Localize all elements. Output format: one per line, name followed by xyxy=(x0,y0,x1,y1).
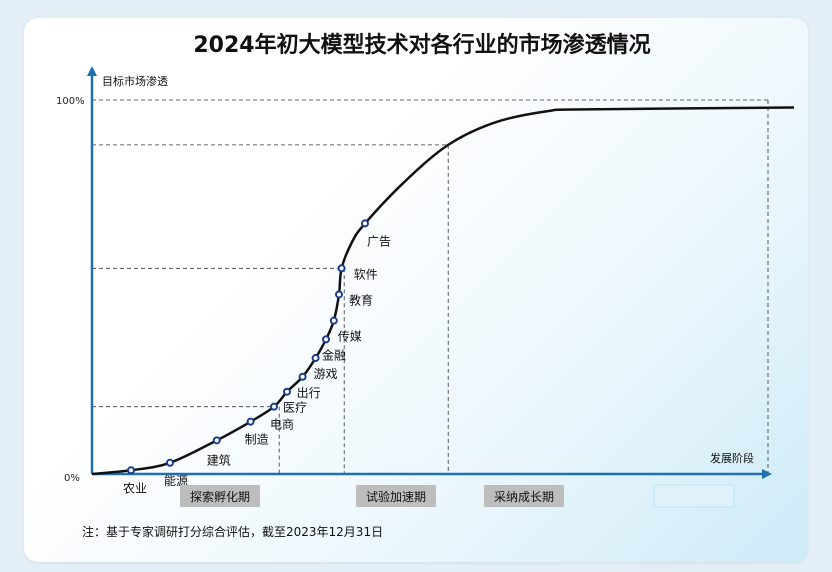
stage-box xyxy=(484,485,564,507)
point-label: 教育 xyxy=(349,292,373,307)
data-point xyxy=(283,387,291,396)
axes xyxy=(87,66,772,479)
chart-svg: 2024年初大模型技术对各行业的市场渗透情况 目标市场渗透 发展阶段 100% … xyxy=(56,32,795,539)
stage-labels: 探索孵化期 试验加速期 采纳成长期 xyxy=(180,484,735,508)
chart-card: 2024年初大模型技术对各行业的市场渗透情况 目标市场渗透 发展阶段 100% … xyxy=(24,18,808,562)
data-point xyxy=(329,316,338,325)
point-label: 建筑 xyxy=(207,452,231,467)
data-point xyxy=(212,436,221,445)
point-label: 出行 xyxy=(297,386,321,400)
data-point xyxy=(335,290,343,299)
point-label: 金融 xyxy=(322,347,346,362)
point-label: 农业 xyxy=(123,481,147,495)
stage-label: 试验加速期 xyxy=(366,489,426,504)
y-tick-100: 100% xyxy=(56,96,85,107)
data-point xyxy=(270,402,278,411)
x-axis-label: 发展阶段 xyxy=(710,451,754,465)
y-tick-0: 0% xyxy=(64,473,80,484)
y-axis-arrow xyxy=(87,66,97,76)
reference-lines xyxy=(92,99,769,474)
point-label: 制造 xyxy=(245,433,269,447)
point-label: 电商 xyxy=(270,417,294,432)
y-axis-label: 目标市场渗透 xyxy=(102,74,168,88)
data-point xyxy=(127,466,135,475)
data-point xyxy=(337,264,346,273)
stage-label: 探索孵化期 xyxy=(190,490,250,504)
point-label: 软件 xyxy=(354,267,378,281)
stage-box xyxy=(180,485,260,507)
point-label: 医疗 xyxy=(283,401,307,415)
stage-label: 采纳成长期 xyxy=(494,490,554,504)
data-point xyxy=(298,372,307,381)
stage-box-empty xyxy=(653,484,735,508)
point-label: 广告 xyxy=(367,234,391,248)
point-label: 传媒 xyxy=(338,329,362,344)
data-point xyxy=(361,219,369,228)
x-axis-arrow xyxy=(762,469,772,479)
data-point xyxy=(246,417,255,426)
data-point xyxy=(311,354,320,363)
adoption-curve xyxy=(91,106,795,476)
data-point xyxy=(322,335,330,344)
stage-box xyxy=(356,485,436,507)
data-point xyxy=(166,458,174,467)
point-label: 能源 xyxy=(164,474,188,488)
footnote: 注：基于专家调研打分综合评估，截至2023年12月31日 xyxy=(82,524,383,539)
chart-title: 2024年初大模型技术对各行业的市场渗透情况 xyxy=(193,32,650,58)
point-label: 游戏 xyxy=(314,367,338,381)
